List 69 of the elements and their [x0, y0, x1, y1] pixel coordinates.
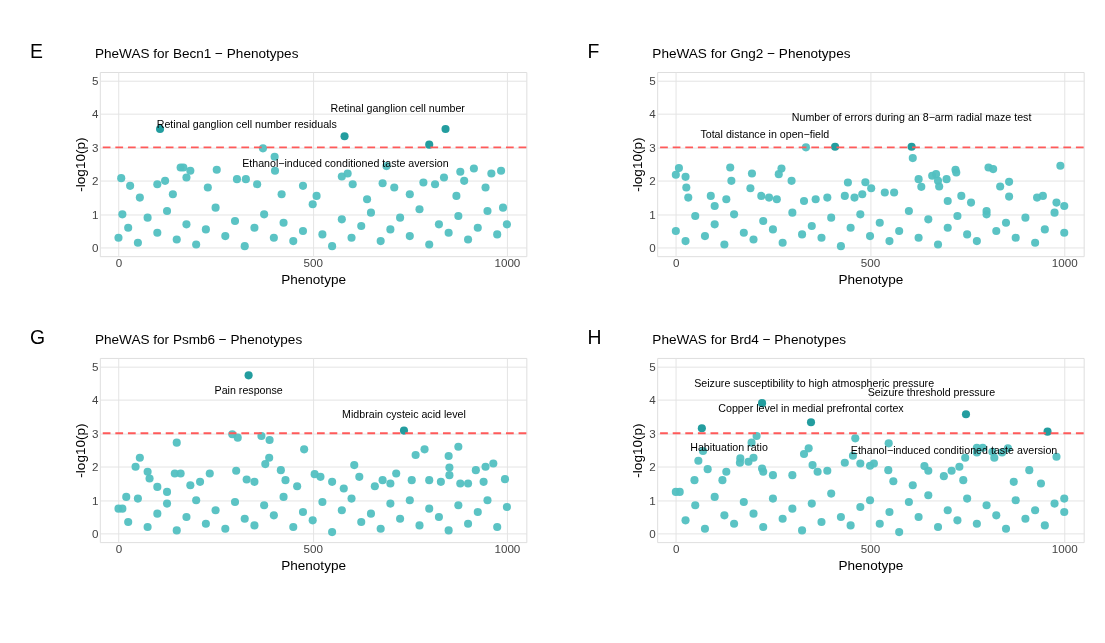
- y-tick-label: 0: [649, 241, 657, 255]
- annotation: Total distance in open−field: [700, 127, 830, 140]
- y-tick-label: 0: [649, 527, 657, 541]
- x-tick-label: 1000: [1051, 542, 1079, 556]
- chart-title: PheWAS for Gng2 − Phenotypes: [652, 46, 851, 62]
- x-tick-label: 1000: [494, 542, 521, 556]
- y-tick-label: 4: [91, 393, 99, 407]
- y-tick-label: 5: [649, 73, 656, 87]
- y-tick-label: 0: [91, 241, 99, 255]
- annotation: Midbrain cysteic acid level: [342, 408, 466, 421]
- y-tick-label: 0: [91, 527, 99, 541]
- chart-title: PheWAS for Brd4 − Phenotypes: [652, 332, 847, 348]
- x-tick-label: 500: [860, 256, 881, 270]
- y-tick-label: 4: [649, 107, 657, 121]
- y-tick-label: 3: [649, 140, 656, 154]
- y-tick-label: 5: [649, 359, 656, 373]
- point: [441, 124, 450, 133]
- text: E: [30, 40, 44, 63]
- y-tick-label: 2: [91, 174, 99, 188]
- x-axis-title: Phenotype: [838, 271, 904, 287]
- y-tick-label: 1: [91, 493, 99, 507]
- y-tick-label: 3: [91, 140, 99, 154]
- y-tick-label: 1: [649, 493, 656, 507]
- annotation: Pain response: [214, 383, 283, 396]
- x-axis-title: Phenotype: [281, 557, 346, 573]
- point: [697, 424, 706, 433]
- x-tick-label: 500: [303, 542, 324, 556]
- y-tick-label: 2: [649, 174, 656, 188]
- x-axis-title: Phenotype: [838, 557, 904, 573]
- annotation: Habituation ratio: [690, 440, 768, 453]
- point: [425, 140, 434, 149]
- y-axis-title: -log10(p): [73, 137, 89, 192]
- y-tick-label: 2: [91, 460, 99, 474]
- point: [340, 132, 349, 141]
- chart-title: PheWAS for Becn1 − Phenotypes: [94, 46, 299, 62]
- x-tick-label: 500: [860, 542, 881, 556]
- y-axis-title: -log10(p): [630, 137, 646, 192]
- x-tick-label: 0: [673, 542, 681, 556]
- y-tick-label: 4: [649, 393, 657, 407]
- x-axis-title: Phenotype: [281, 271, 346, 287]
- annotation: Retinal ganglion cell number: [330, 102, 466, 115]
- y-tick-label: 2: [649, 460, 656, 474]
- y-tick-label: 4: [91, 107, 99, 121]
- y-tick-label: 3: [91, 426, 99, 440]
- x-tick-label: 1000: [494, 256, 521, 270]
- point: [961, 410, 971, 419]
- x-tick-label: 0: [673, 256, 681, 270]
- text: H: [587, 326, 602, 349]
- x-tick-label: 0: [115, 256, 123, 270]
- y-axis-title: -log10(p): [630, 423, 646, 478]
- annotation: Copper level in medial prefrontal cortex: [718, 401, 905, 414]
- x-tick-label: 0: [115, 542, 123, 556]
- chart-title: PheWAS for Psmb6 − Phenotypes: [94, 332, 303, 348]
- text: G: [30, 326, 46, 349]
- x-tick-label: 1000: [1051, 256, 1079, 270]
- x-tick-label: 500: [303, 256, 324, 270]
- annotation: Ethanol−induced conditioned taste aversion: [242, 156, 449, 169]
- y-tick-label: 5: [91, 73, 99, 87]
- text: F: [587, 40, 600, 63]
- annotation: Seizure susceptibility to high atmospheric pressure: [694, 376, 935, 389]
- y-tick-label: 1: [649, 207, 656, 221]
- point: [1043, 427, 1052, 436]
- y-axis-title: -log10(p): [73, 423, 89, 478]
- y-tick-label: 3: [649, 426, 656, 440]
- y-tick-label: 1: [91, 207, 99, 221]
- annotation: Number of errors during an 8−arm radial maze test: [791, 110, 1032, 123]
- y-tick-label: 5: [91, 359, 99, 373]
- point: [806, 418, 816, 427]
- annotation: Retinal ganglion cell number residuals: [156, 117, 337, 130]
